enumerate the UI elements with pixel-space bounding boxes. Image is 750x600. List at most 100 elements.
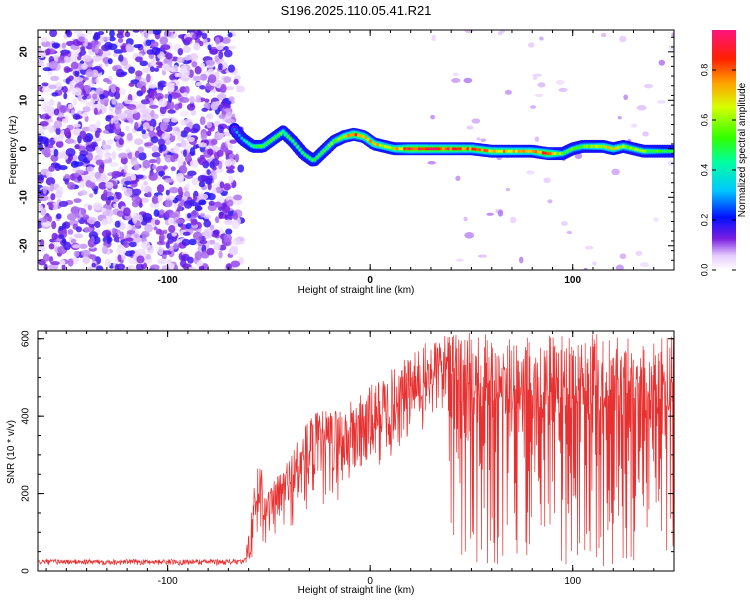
noise-speckle	[39, 121, 49, 127]
noise-speckle	[125, 43, 133, 53]
ridge-cell	[339, 136, 343, 140]
sparse-speckle	[658, 59, 666, 66]
noise-speckle	[147, 191, 152, 198]
ridge-cell	[442, 147, 445, 151]
ridge-cell	[284, 132, 287, 136]
noise-speckle	[161, 64, 171, 72]
noise-speckle	[104, 259, 112, 268]
noise-speckle	[88, 231, 99, 240]
ridge-cell	[471, 147, 475, 151]
noise-speckle	[85, 89, 91, 95]
y-tick-label: 20	[19, 46, 30, 58]
noise-speckle	[157, 80, 167, 88]
noise-speckle	[94, 171, 102, 179]
sparse-speckle	[642, 131, 649, 137]
ridge-cell	[568, 148, 572, 152]
noise-speckle	[78, 80, 84, 86]
ridge-cell	[612, 147, 616, 151]
ridge-cell	[607, 146, 611, 150]
noise-speckle	[79, 49, 87, 56]
ridge-cell	[308, 156, 312, 160]
ridge-cell	[527, 149, 531, 153]
noise-speckle	[45, 171, 53, 178]
x-tick-label: 100	[564, 576, 581, 587]
ridge-cell	[658, 149, 662, 153]
sparse-speckle	[530, 105, 537, 109]
noise-speckle	[164, 199, 173, 208]
ridge-cell	[259, 144, 263, 148]
noise-speckle	[207, 148, 214, 156]
ridge-cell	[493, 149, 496, 153]
ridge-cell	[269, 138, 273, 143]
sparse-speckle	[427, 160, 437, 165]
snr-plot: -100 0 100 0 200 400 600	[21, 330, 675, 587]
noise-speckle	[51, 92, 59, 97]
noise-speckle	[40, 97, 45, 103]
sparse-speckle	[623, 94, 628, 101]
noise-speckle	[69, 80, 74, 90]
noise-speckle	[79, 130, 87, 139]
ridge-cell	[293, 142, 297, 146]
noise-speckle	[72, 113, 81, 120]
noise-speckle	[49, 98, 55, 106]
noise-speckle	[116, 192, 122, 200]
sparse-speckle	[534, 136, 540, 143]
ridge-cell	[670, 149, 674, 153]
noise-speckle	[220, 146, 229, 153]
noise-speckle	[179, 259, 187, 268]
ridge-cell	[305, 154, 309, 159]
ridge-cell	[485, 149, 489, 153]
noise-speckle	[157, 258, 167, 265]
noise-speckle	[228, 247, 239, 256]
noise-speckle	[118, 37, 124, 43]
noise-speckle	[191, 61, 198, 68]
noise-speckle	[85, 180, 93, 188]
spectrogram-x-axis-label: Height of straight line (km)	[298, 285, 415, 296]
ridge-cell	[335, 138, 338, 142]
noise-speckle	[72, 87, 82, 96]
noise-speckle	[70, 238, 77, 244]
noise-speckle	[58, 55, 67, 64]
noise-speckle	[85, 144, 96, 152]
ridge-cell	[364, 136, 368, 140]
noise-speckle	[121, 71, 128, 76]
noise-speckle	[59, 105, 68, 114]
noise-speckle	[127, 229, 136, 235]
ridge-cell	[429, 147, 433, 151]
noise-speckle	[211, 188, 217, 195]
noise-speckle	[128, 82, 135, 87]
noise-speckle	[148, 172, 158, 181]
noise-speckle	[189, 96, 195, 104]
noise-speckle	[188, 69, 194, 78]
ridge-cell	[483, 148, 487, 152]
ridge-cell	[342, 135, 346, 139]
ridge-cell	[451, 147, 455, 151]
sparse-speckle	[463, 216, 468, 222]
ridge-cell	[434, 147, 438, 151]
noise-speckle	[228, 96, 235, 102]
ridge-cell	[495, 149, 499, 153]
noise-speckle	[105, 115, 112, 122]
ridge-cell	[463, 147, 467, 151]
ridge-cell	[252, 144, 256, 148]
noise-speckle	[150, 264, 160, 270]
noise-speckle	[86, 216, 97, 225]
ridge-cell	[417, 147, 421, 151]
noise-speckle	[101, 245, 109, 255]
noise-speckle	[118, 152, 128, 159]
y-tick-label: 400	[21, 407, 32, 424]
ridge-cell	[488, 149, 492, 153]
noise-speckle	[144, 142, 154, 147]
ridge-cell	[361, 134, 365, 139]
noise-speckle	[73, 198, 82, 203]
sparse-speckle	[592, 261, 597, 266]
noise-speckle	[107, 195, 115, 201]
noise-speckle	[173, 92, 182, 98]
noise-speckle	[221, 103, 231, 110]
noise-speckle	[200, 132, 208, 141]
noise-speckle	[189, 53, 199, 62]
noise-speckle	[214, 79, 222, 89]
noise-speckle	[192, 231, 203, 241]
noise-speckle	[90, 235, 95, 245]
ridge-cell	[575, 146, 579, 150]
